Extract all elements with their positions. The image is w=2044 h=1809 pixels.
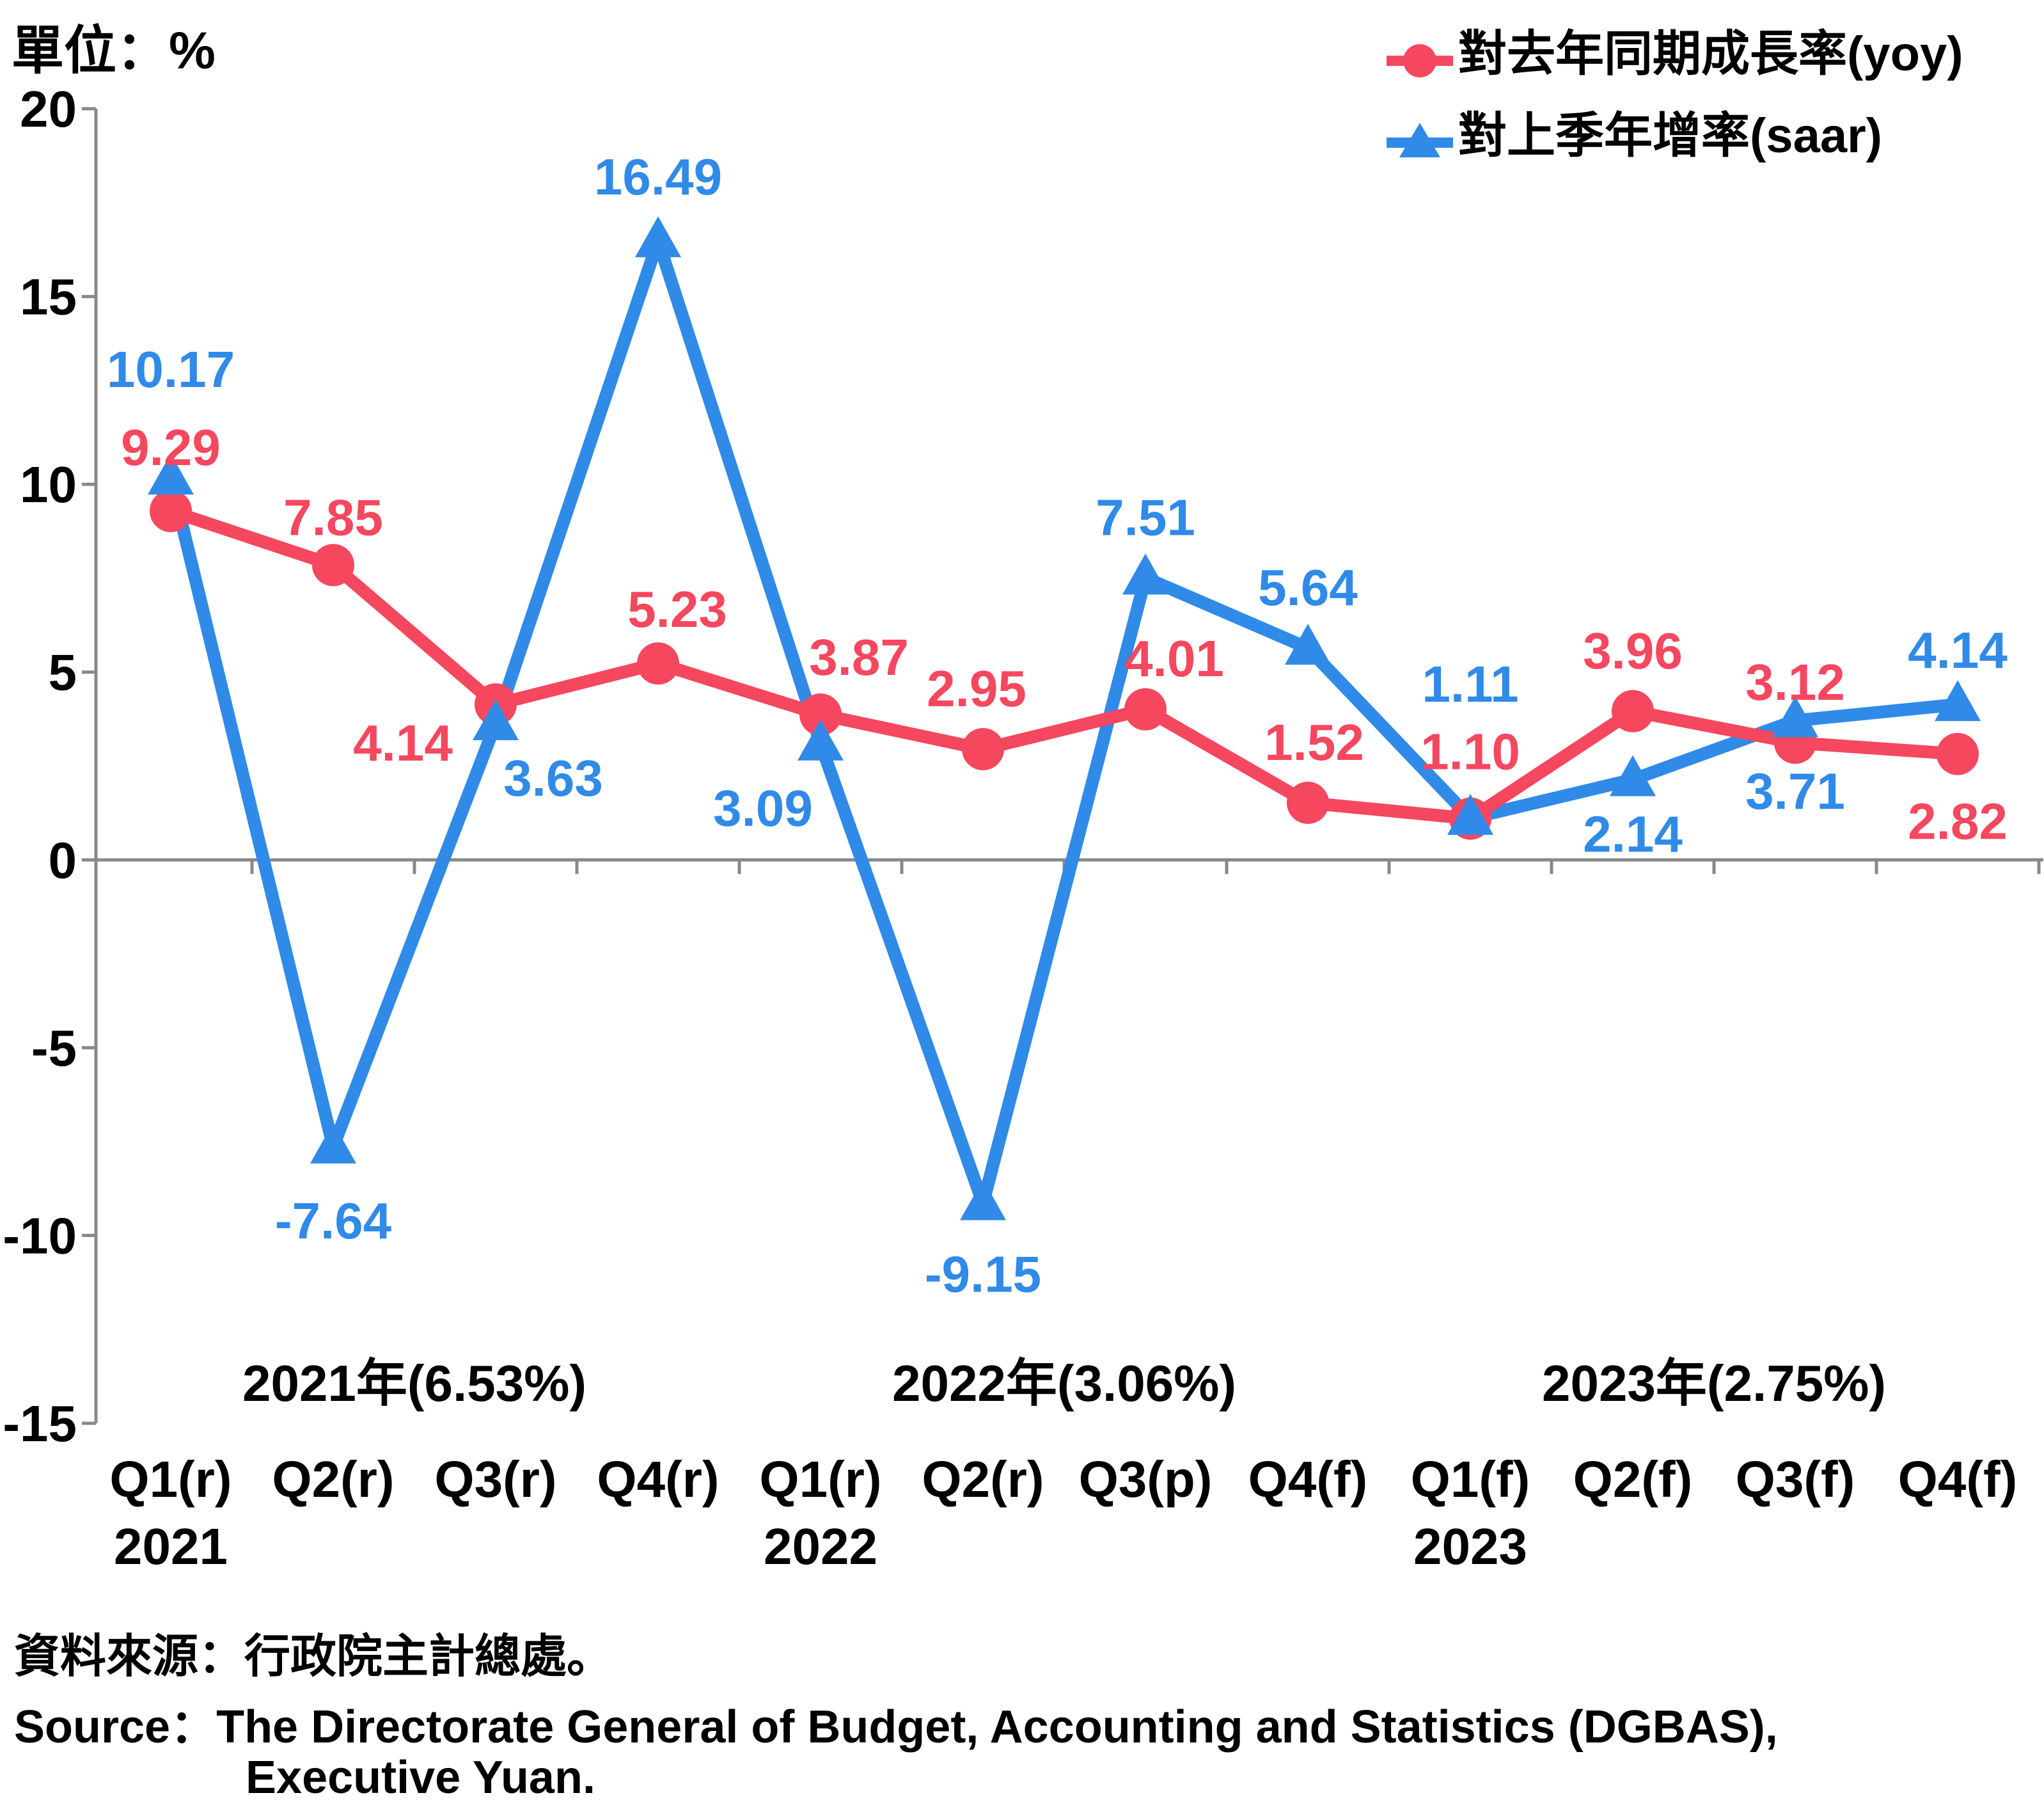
saar-data-label: 3.71	[1745, 762, 1845, 819]
yoy-point	[962, 728, 1004, 771]
annual-growth-label: 2022年(3.06%)	[892, 1355, 1236, 1412]
y-tick-label: -5	[31, 1020, 77, 1077]
saar-data-label: 1.11	[1422, 656, 1518, 713]
saar-point	[310, 1122, 356, 1164]
yoy-point	[637, 642, 679, 685]
series-line-saar	[164, 234, 1958, 1210]
line-chart: -15 -10 -5 0 5 10 15 20 Q1(r) Q2(r) Q3(r) Q4(r) Q1(r…	[3, 81, 2043, 1575]
saar-point	[473, 699, 519, 741]
legend-label-yoy: 對去年同期成長率(yoy)	[1458, 27, 1963, 81]
saar-point	[148, 454, 194, 495]
yoy-data-label: 3.96	[1583, 622, 1683, 679]
yoy-point	[1287, 782, 1329, 825]
x-category-label: Q3(p)	[1079, 1451, 1213, 1508]
yoy-data-label: 1.10	[1420, 723, 1520, 780]
saar-point	[635, 216, 681, 258]
yoy-point	[1612, 690, 1654, 732]
series-line-yoy	[168, 505, 1958, 825]
yoy-data-label: 2.82	[1908, 793, 2008, 850]
yoy-point	[150, 489, 192, 532]
x-category-label: Q1(r)	[109, 1451, 232, 1508]
yoy-data-label: 3.87	[809, 629, 909, 686]
x-category-label: Q4(f)	[1248, 1451, 1368, 1508]
yoy-point	[799, 693, 842, 736]
saar-point	[1285, 624, 1331, 665]
x-category-label: Q4(r)	[597, 1451, 719, 1508]
x-category-label: Q1(r)	[759, 1451, 881, 1508]
saar-point	[1935, 680, 1981, 722]
y-tick-label: 0	[49, 832, 77, 889]
yoy-data-label: 5.23	[627, 581, 727, 638]
legend-item-saar: 對上季年增率(saar)	[1381, 96, 1882, 166]
yoy-data-label: 4.01	[1124, 630, 1224, 687]
y-tick-label: 10	[20, 456, 77, 513]
source-line-english: Source：The Directorate General of Budget…	[14, 1702, 1778, 1753]
y-tick-label: 5	[49, 644, 77, 701]
yoy-point	[1937, 732, 1979, 775]
saar-data-label: 5.64	[1258, 559, 1358, 616]
saar-point	[798, 719, 844, 761]
legend-marker-yoy	[1387, 43, 1453, 77]
annual-growth-label: 2021年(6.53%)	[242, 1355, 586, 1412]
y-tick-label: -10	[3, 1207, 77, 1264]
yoy-data-label: 3.12	[1745, 654, 1845, 711]
legend-item-yoy: 對去年同期成長率(yoy)	[1381, 14, 1963, 84]
x-year-label: 2022	[764, 1518, 877, 1575]
source-line-chinese: 資料來源：行政院主計總處。	[14, 1631, 613, 1682]
saar-point	[1122, 553, 1168, 595]
yoy-data-label: 2.95	[927, 660, 1026, 717]
saar-data-label: 16.49	[594, 148, 722, 205]
unit-label: 單位：%	[12, 22, 216, 80]
saar-data-label: 3.63	[503, 750, 603, 807]
annual-growth-label: 2023年(2.75%)	[1542, 1355, 1886, 1412]
saar-point	[1610, 755, 1656, 796]
yoy-data-label: 1.52	[1264, 714, 1364, 771]
x-category-label: Q3(f)	[1736, 1451, 1855, 1508]
saar-data-label: 7.51	[1096, 489, 1195, 546]
saar-point	[960, 1179, 1006, 1220]
x-category-label: Q1(f)	[1411, 1451, 1530, 1508]
saar-point	[1772, 696, 1818, 738]
legend-label-saar: 對上季年增率(saar)	[1458, 109, 1882, 163]
y-tick-label: 15	[20, 269, 77, 326]
saar-point	[1447, 794, 1493, 835]
legend-marker-saar	[1387, 122, 1453, 157]
saar-data-label: 4.14	[1908, 622, 2008, 679]
yoy-point	[1124, 688, 1167, 731]
y-tick-label: 20	[20, 81, 77, 138]
x-category-label: Q3(r)	[434, 1451, 556, 1508]
saar-data-label: -9.15	[925, 1246, 1041, 1303]
yoy-point	[312, 544, 354, 587]
saar-data-label: 3.09	[713, 780, 813, 837]
source-line-english-cont: Executive Yuan.	[246, 1752, 595, 1803]
x-year-label: 2021	[114, 1518, 228, 1575]
saar-data-label: 2.14	[1583, 806, 1683, 863]
saar-data-label: -7.64	[275, 1192, 392, 1249]
saar-data-label: 10.17	[107, 341, 235, 398]
yoy-data-label: 7.85	[283, 489, 383, 546]
x-year-label: 2023	[1413, 1518, 1527, 1575]
x-category-label: Q2(f)	[1573, 1451, 1693, 1508]
y-tick-label: -15	[3, 1395, 77, 1452]
yoy-data-label: 9.29	[121, 419, 221, 476]
x-category-label: Q4(f)	[1898, 1451, 2018, 1508]
yoy-data-label: 4.14	[353, 715, 453, 771]
x-category-label: Q2(r)	[922, 1451, 1044, 1508]
x-category-label: Q2(r)	[272, 1451, 394, 1508]
